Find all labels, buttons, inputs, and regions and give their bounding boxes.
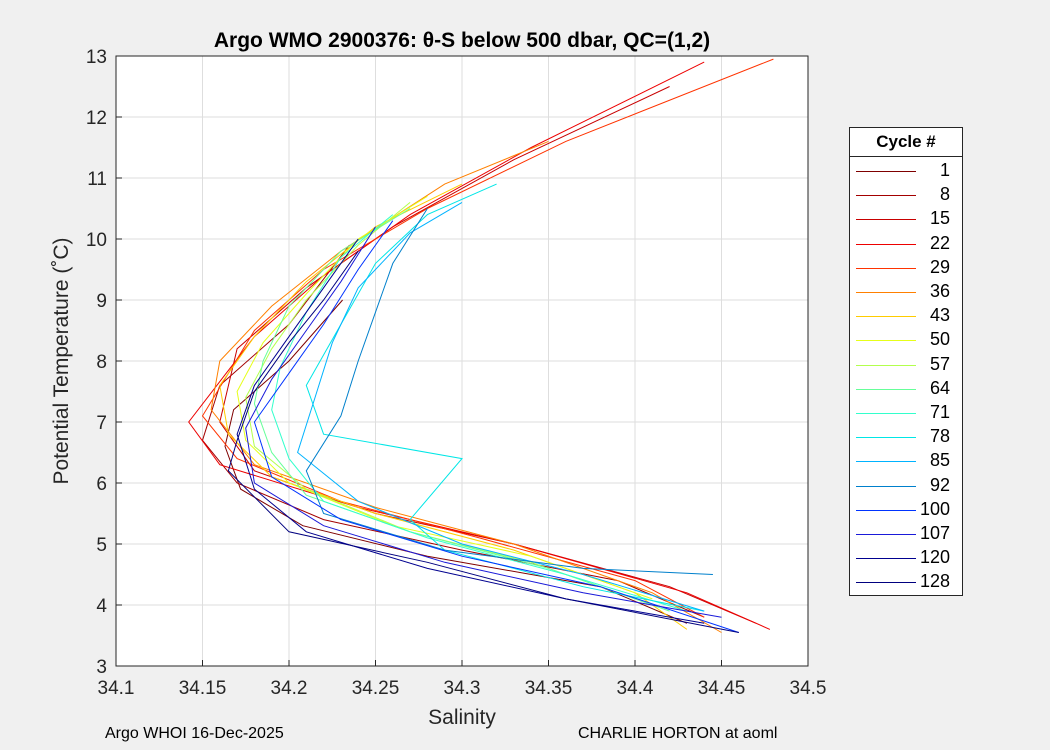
series-line-cycle-29 [201,58,774,618]
legend-swatch [856,292,916,293]
legend-swatch [856,461,916,463]
legend-swatch [856,558,916,560]
legend-label: 29 [929,256,950,277]
legend-label: 36 [929,281,950,301]
series-group [188,58,774,633]
series-line-cycle-50 [236,195,653,600]
series-line-cycle-71 [271,214,688,612]
legend-label: 78 [929,426,950,447]
legend-title: Cycle # [850,128,962,157]
legend-label: 128 [919,571,950,592]
legend-item-cycle-107: 107 [850,522,962,546]
series-line-cycle-128 [227,250,739,633]
x-tick-label: 34.5 [790,678,827,699]
legend-item-cycle-1: 1 [850,159,962,183]
legend-item-cycle-57: 57 [850,353,962,377]
legend-swatch [856,316,916,318]
legend-item-cycle-22: 22 [850,232,962,256]
x-axis-label: Salinity [428,706,496,729]
legend-item-cycle-71: 71 [850,401,962,425]
legend-label: 57 [929,353,950,374]
legend-swatch [856,582,916,584]
legend-swatch [856,437,916,439]
legend-label: 107 [919,523,950,543]
legend-item-cycle-64: 64 [850,377,962,401]
legend-swatch [856,219,916,221]
legend-swatch [856,195,916,197]
legend-swatch [856,534,916,535]
plot-frame [115,55,809,667]
legend-item-cycle-92: 92 [850,474,962,498]
legend-swatch [856,267,916,269]
series-line-cycle-107 [245,226,722,618]
legend-item-cycle-43: 43 [850,304,962,328]
x-tick-label: 34.35 [525,678,573,699]
y-tick-label: 6 [96,474,107,495]
legend-label: 15 [929,208,950,229]
x-tick-labels: 34.1 34.15 34.2 34.25 34.3 34.35 34.4 34.45 34.5 [98,678,827,699]
legend-swatch [856,171,916,172]
y-tick-label: 4 [96,596,107,617]
y-tick-label: 7 [96,413,107,434]
legend-label: 85 [929,450,950,471]
x-tick-label: 34.4 [617,678,654,699]
legend-swatch [856,364,916,366]
x-tick-label: 34.2 [271,678,308,699]
legend-item-cycle-120: 120 [850,546,962,570]
legend-swatch [856,413,916,414]
legend-label: 43 [929,305,950,326]
legend-item-cycle-29: 29 [850,256,962,280]
series-line-cycle-85 [297,201,705,612]
legend-item-cycle-85: 85 [850,449,962,473]
y-tick-label: 12 [86,108,107,129]
y-tick-label: 8 [96,352,107,373]
legend-item-cycle-50: 50 [850,328,962,352]
legend-item-cycle-8: 8 [850,183,962,207]
series-line-cycle-92 [305,208,713,575]
y-tick-label: 9 [96,291,107,312]
footer-right: CHARLIE HORTON at aoml [578,725,778,742]
x-tick-label: 34.15 [179,678,227,699]
series-line-cycle-22 [188,61,771,630]
y-tick-label: 10 [86,230,107,251]
legend-label: 64 [929,377,950,398]
legend-label: 100 [919,498,950,519]
x-tick-label: 34.1 [98,678,135,699]
legend-item-cycle-36: 36 [850,280,962,304]
series-line-cycle-64 [253,208,670,612]
legend-label: 71 [929,402,950,422]
legend-label: 8 [939,184,950,205]
y-tick-label: 5 [96,535,107,556]
legend-label: 92 [929,474,950,495]
y-tick-label: 11 [87,169,107,190]
legend-label: 50 [929,329,950,350]
y-tick-labels: 3 4 5 6 7 8 9 10 11 12 13 [86,47,108,678]
legend-item-cycle-128: 128 [850,570,962,594]
legend-item-cycle-100: 100 [850,498,962,522]
y-tick-label: 13 [86,47,107,68]
legend-swatch [856,388,916,390]
legend-swatch [856,485,916,487]
x-tick-label: 34.25 [352,678,400,699]
legend-item-cycle-78: 78 [850,425,962,449]
series-line-cycle-120 [236,238,705,624]
legend-label: 22 [929,232,950,253]
legend-swatch [856,243,916,245]
footer-left: Argo WHOI 16-Dec-2025 [105,725,284,742]
series-line-cycle-100 [253,220,739,633]
y-tick-label: 3 [96,657,107,678]
x-tick-label: 34.3 [444,678,481,699]
legend-item-cycle-15: 15 [850,207,962,231]
legend-label: 1 [939,160,950,180]
chart-title: Argo WMO 2900376: θ-S below 500 dbar, QC… [214,29,710,52]
legend-swatch [856,340,916,342]
x-tick-label: 34.45 [698,678,746,699]
legend-swatch [856,509,916,511]
legend: Cycle # 1 8 15 22 29 36 43 50 57 64 71 78 85 92 100 107… [849,127,963,596]
y-axis-label: Potential Temperature (˚C) [50,237,73,484]
series-line-cycle-57 [245,202,653,606]
legend-label: 120 [919,547,950,568]
